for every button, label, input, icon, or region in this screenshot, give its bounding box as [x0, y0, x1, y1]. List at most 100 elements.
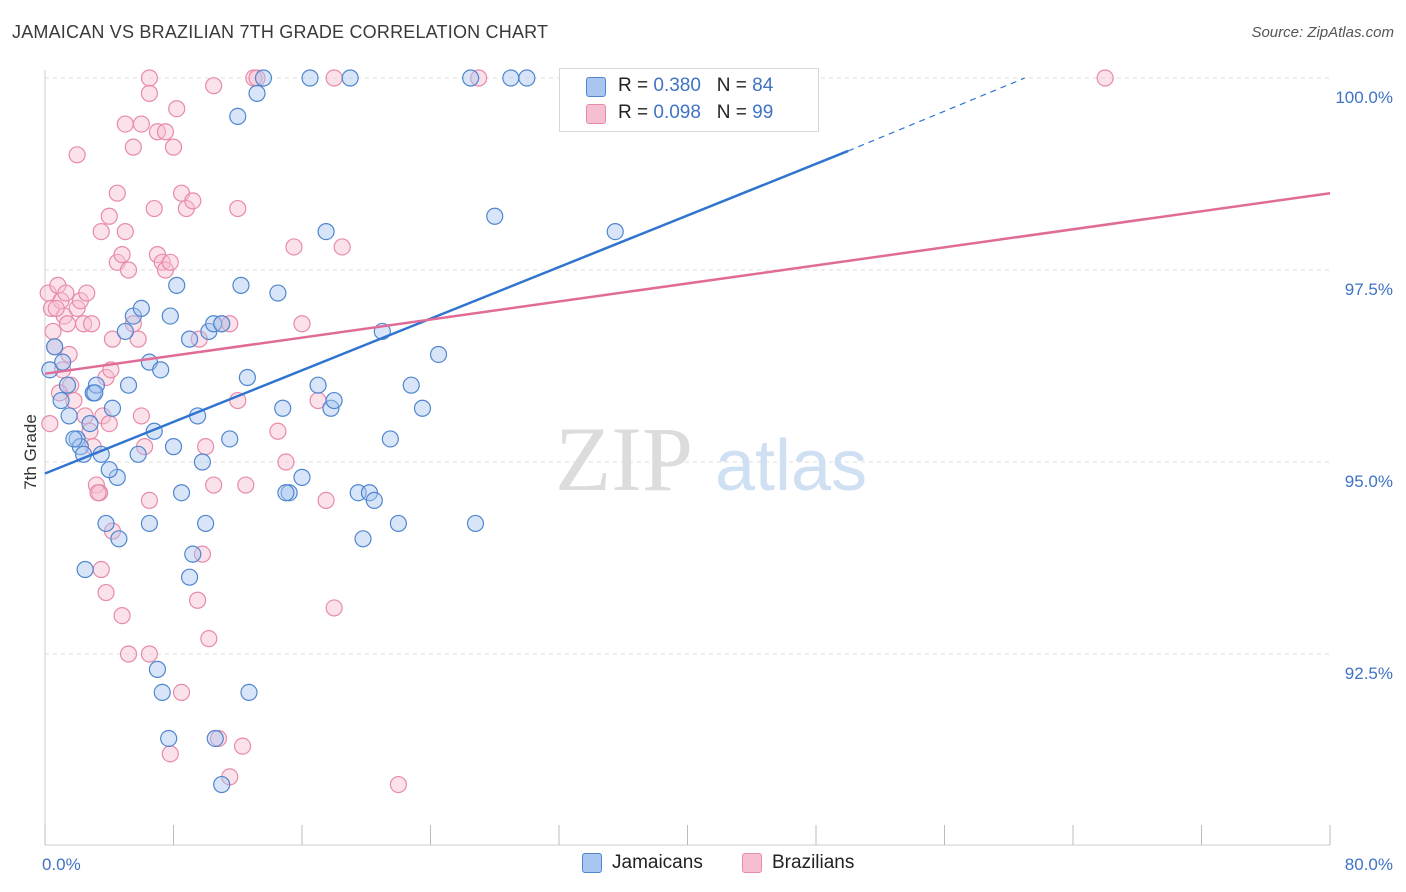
brazilian-point-7 — [57, 284, 75, 302]
x-tick-label-1: 80.0% — [1345, 855, 1393, 874]
brazilian-point-24 — [113, 246, 131, 264]
jamaican-point-78 — [213, 775, 231, 794]
brazilian-point-45 — [168, 100, 186, 118]
legend-brazilian-r-label: R = — [618, 102, 654, 123]
brazilian-point-86 — [325, 599, 343, 617]
brazilian-point-82 — [200, 630, 218, 648]
jamaican-point-34 — [238, 368, 256, 387]
jamaican-point-64 — [606, 223, 624, 241]
jamaican-trend-line — [44, 149, 849, 475]
jamaican-point-26 — [180, 330, 199, 348]
chart-title: JAMAICAN VS BRAZILIAN 7TH GRADE CORRELAT… — [12, 22, 549, 42]
grid-lines — [45, 77, 1330, 655]
brazilian-point-50 — [197, 438, 215, 456]
jamaican-point-73 — [160, 729, 178, 748]
brazilian-point-64 — [325, 69, 343, 87]
brazilian-point-88 — [1096, 69, 1114, 87]
brazilian-point-21 — [100, 415, 118, 433]
brazilian-point-25 — [116, 223, 134, 241]
jamaican-point-21 — [152, 361, 170, 379]
jamaican-point-4 — [54, 353, 72, 371]
brazilian-point-77 — [140, 645, 159, 663]
jamaican-point-37 — [229, 107, 247, 126]
jamaican-swatch — [586, 77, 606, 97]
brazilian-trend-line — [44, 191, 1331, 375]
trend-lines — [44, 77, 1331, 475]
jamaican-point-61 — [486, 207, 504, 225]
jamaican-point-54 — [381, 430, 399, 448]
brazilian-swatch — [586, 104, 606, 124]
jamaican-point-68 — [97, 514, 115, 533]
y-tick-labels: 100.0% 97.5% 95.0% 92.5% — [1335, 88, 1393, 683]
brazilian-point-96 — [47, 299, 65, 317]
brazilian-point-98 — [82, 315, 101, 333]
legend-brazilian-r-value: 0.098 — [653, 102, 701, 123]
brazilian-point-31 — [140, 491, 159, 509]
jamaican-point-56 — [402, 376, 420, 394]
jamaican-point-70 — [140, 514, 159, 533]
brazilian-point-35 — [108, 184, 126, 202]
jamaican-point-47 — [325, 391, 343, 410]
jamaican-point-43 — [301, 69, 319, 87]
brazilian-point-92 — [58, 315, 77, 333]
brazilian-point-81 — [193, 545, 212, 563]
brazilian-point-58 — [269, 422, 287, 440]
brazilian-point-59 — [277, 453, 295, 471]
jamaican-point-82 — [86, 384, 104, 402]
brazilian-point-87 — [389, 775, 407, 794]
jamaican-point-74 — [184, 545, 202, 563]
brazilian-point-37 — [132, 115, 150, 133]
chart-source: Source: ZipAtlas.com — [1251, 24, 1394, 41]
brazilian-point-2 — [44, 322, 62, 341]
jamaican-point-59 — [462, 69, 480, 87]
jamaican-point-3 — [58, 376, 77, 394]
jamaican-point-35 — [248, 84, 266, 102]
jamaican-point-67 — [76, 560, 94, 579]
jamaican-point-79 — [240, 683, 258, 702]
jamaican-point-33 — [232, 276, 250, 294]
brazilian-point-14 — [78, 284, 96, 302]
legend-brazilian-n-value: 99 — [752, 102, 774, 123]
y-tick-label-1: 97.5% — [1345, 280, 1393, 299]
jamaican-point-32 — [221, 430, 239, 448]
brazilian-point-22 — [103, 330, 122, 348]
jamaican-point-77 — [206, 729, 224, 748]
brazilian-point-90 — [41, 415, 59, 433]
brazilian-point-39 — [145, 199, 163, 218]
brazilian-point-10 — [65, 391, 83, 410]
jamaican-point-45 — [317, 223, 335, 241]
jamaican-point-22 — [161, 307, 179, 325]
x-tick-labels: 0.0% 80.0% — [42, 855, 1393, 874]
watermark: ZIP atlas — [555, 408, 867, 510]
jamaican-point-15 — [116, 322, 134, 341]
brazilian-point-48 — [184, 192, 202, 210]
stats-legend: R = 0.380 N = 84 R = 0.098 N = 99 — [559, 68, 819, 132]
brazilian-point-32 — [68, 146, 86, 164]
jamaican-point-58 — [429, 345, 448, 364]
brazilian-point-71 — [229, 199, 247, 218]
legend-jamaican-text: R = 0.380 N = 84 — [618, 75, 773, 97]
brazilian-point-70 — [205, 77, 223, 95]
legend-jamaican-r-value: 0.380 — [653, 75, 701, 96]
brazilian-point-29 — [132, 407, 150, 425]
jamaican-trend-extension — [847, 77, 1026, 152]
jamaican-point-2 — [52, 391, 70, 410]
jamaican-point-55 — [389, 514, 407, 533]
brazilian-point-73 — [97, 583, 115, 602]
jamaican-point-72 — [153, 683, 171, 702]
brazilian-point-44 — [164, 138, 183, 156]
brazilian-point-38 — [140, 84, 159, 102]
jamaican-point-60 — [466, 514, 485, 533]
jamaican-points — [41, 69, 777, 794]
brazilian-point-66 — [140, 69, 159, 87]
jamaican-point-8 — [81, 415, 99, 433]
brazilian-point-28 — [129, 330, 147, 348]
brazilian-point-72 — [92, 560, 110, 579]
jamaican-point-31 — [213, 315, 231, 333]
jamaican-point-71 — [148, 660, 167, 678]
legend-brazilian-n-label: N = — [716, 102, 753, 123]
jamaican-point-17 — [119, 376, 138, 394]
jamaican-point-18 — [132, 299, 150, 317]
brazilian-points — [39, 69, 1114, 794]
brazilian-point-61 — [293, 315, 311, 333]
